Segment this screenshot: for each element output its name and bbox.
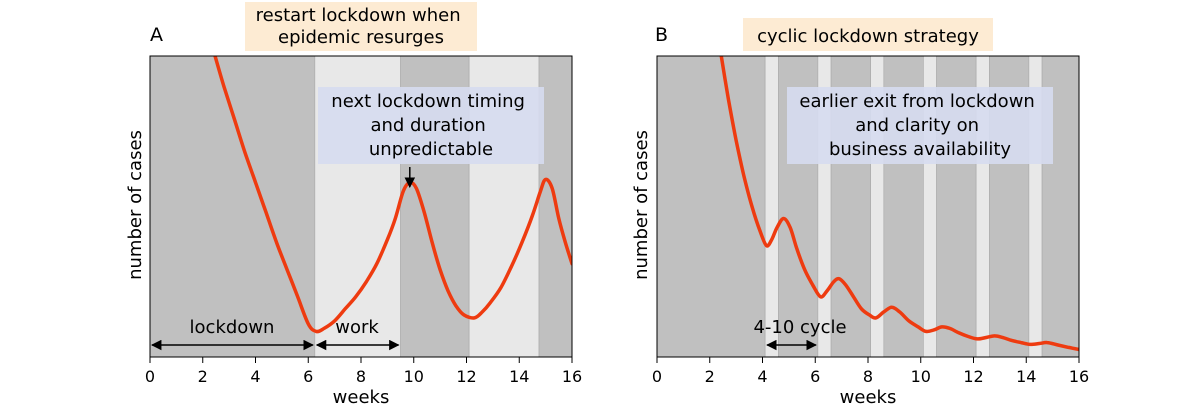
x-tick-label: 2 bbox=[198, 367, 208, 386]
header-line-1: restart lockdown when bbox=[256, 5, 461, 26]
x-tick-label: 14 bbox=[509, 367, 529, 386]
note-text: earlier exit from lockdown and clarity o… bbox=[799, 91, 1040, 160]
note-box bbox=[318, 87, 544, 164]
panel-letter: B bbox=[655, 24, 668, 46]
x-tick-label: 4 bbox=[757, 367, 767, 386]
x-tick-label: 12 bbox=[456, 367, 476, 386]
x-ticks: 0 2 4 6 8 10 12 14 16 bbox=[145, 357, 582, 386]
x-tick-label: 16 bbox=[1069, 367, 1089, 386]
work-label: work bbox=[335, 317, 379, 338]
x-ticks: 0 2 4 6 8 10 12 14 16 bbox=[652, 357, 1089, 386]
note-line-3: unpredictable bbox=[369, 139, 493, 160]
header-box bbox=[245, 2, 477, 51]
note-text: next lockdown timing and duration unpred… bbox=[331, 91, 530, 160]
panel-letter: A bbox=[150, 24, 163, 46]
note-line-1: next lockdown timing bbox=[331, 91, 525, 112]
x-tick-label: 6 bbox=[303, 367, 313, 386]
note-line-1: earlier exit from lockdown bbox=[799, 91, 1034, 112]
x-tick-label: 12 bbox=[963, 367, 983, 386]
x-axis-label: weeks bbox=[333, 387, 390, 408]
x-tick-label: 10 bbox=[911, 367, 931, 386]
note-line-2: and duration bbox=[370, 115, 485, 136]
y-axis-label: number of cases bbox=[631, 130, 652, 280]
x-tick-label: 8 bbox=[356, 367, 366, 386]
work-band bbox=[764, 55, 779, 358]
panel-a: 0 2 4 6 8 10 12 14 16 restart lockdown when epid… bbox=[125, 2, 582, 408]
header-box bbox=[743, 18, 993, 51]
cases-curve bbox=[719, 56, 1079, 352]
header-line-2: epidemic resurges bbox=[278, 27, 444, 48]
header-title: cyclic lockdown strategy bbox=[757, 26, 979, 47]
lockdown-band bbox=[149, 55, 316, 358]
note-line-3: business availability bbox=[829, 139, 1011, 160]
y-axis-label: number of cases bbox=[125, 130, 146, 280]
x-tick-label: 6 bbox=[810, 367, 820, 386]
header-title: restart lockdown when epidemic resurges bbox=[256, 5, 467, 48]
note-box bbox=[787, 87, 1053, 164]
panel-b: 0 2 4 6 8 10 12 14 16 cyclic lockdown strategy B… bbox=[631, 18, 1089, 408]
x-tick-label: 4 bbox=[250, 367, 260, 386]
lockdown-band bbox=[656, 55, 766, 358]
x-tick-label: 2 bbox=[705, 367, 715, 386]
x-axis-label: weeks bbox=[840, 387, 897, 408]
x-tick-label: 0 bbox=[652, 367, 662, 386]
x-tick-label: 8 bbox=[863, 367, 873, 386]
x-tick-label: 16 bbox=[562, 367, 582, 386]
x-tick-label: 10 bbox=[404, 367, 424, 386]
cycle-label: 4-10 cycle bbox=[753, 317, 846, 338]
x-tick-label: 14 bbox=[1016, 367, 1036, 386]
note-line-2: and clarity on bbox=[855, 115, 979, 136]
lockdown-label: lockdown bbox=[190, 317, 275, 338]
x-tick-label: 0 bbox=[145, 367, 155, 386]
